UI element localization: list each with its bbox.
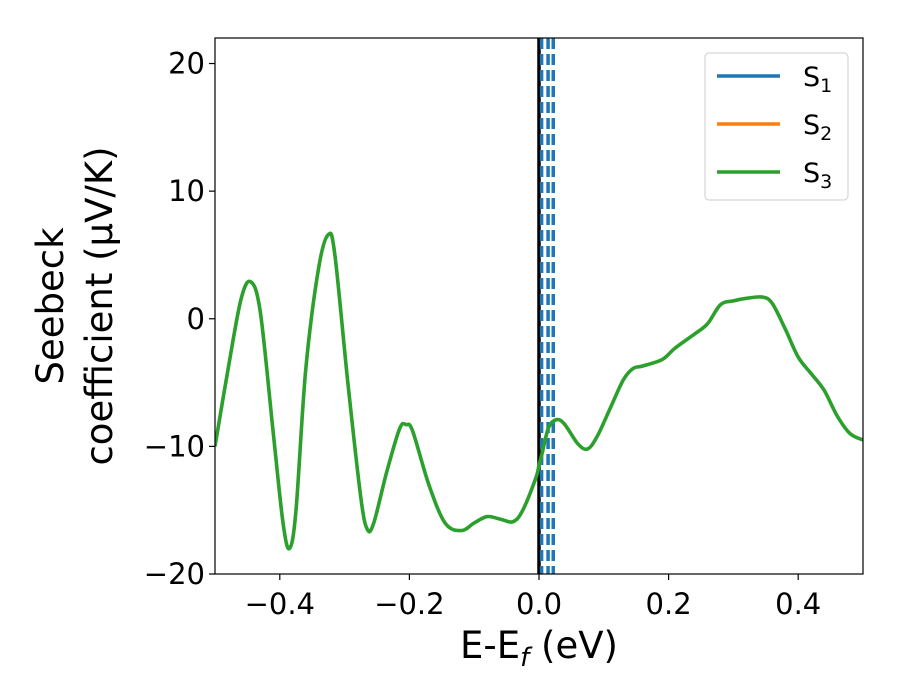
series-lines	[215, 231, 863, 551]
legend-label-2: S2	[803, 110, 832, 145]
x-axis-label: E-Ef (eV)	[460, 624, 618, 673]
legend-label-1: S1	[803, 62, 832, 97]
legend: S1 S2 S3	[704, 52, 849, 201]
y-tick-label: −20	[144, 557, 205, 591]
y-tick-label: 10	[168, 174, 205, 208]
y-axis-label-line1: Seebeck	[29, 227, 72, 385]
x-tick-label: −0.4	[245, 587, 315, 621]
y-axis-label-line2: coefficient (μV/K)	[78, 146, 121, 465]
y-tick-label: 0	[187, 302, 205, 336]
x-tick-label: 0.2	[646, 587, 692, 621]
y-tick-label: −10	[144, 429, 205, 463]
x-tick-label: −0.2	[374, 587, 444, 621]
y-tick-label: 20	[168, 47, 205, 81]
y-axis-label: Seebeck coefficient (μV/K)	[29, 146, 121, 465]
x-axis-ticks: −0.4 −0.2 0.0 0.2 0.4	[245, 574, 821, 621]
legend-box	[704, 52, 849, 201]
legend-label-3: S3	[803, 158, 832, 193]
reference-lines	[537, 38, 556, 574]
x-tick-label: 0.0	[516, 587, 562, 621]
series-line-3	[215, 231, 863, 551]
y-axis-ticks: −20 −10 0 10 20	[144, 47, 215, 591]
x-tick-label: 0.4	[775, 587, 821, 621]
